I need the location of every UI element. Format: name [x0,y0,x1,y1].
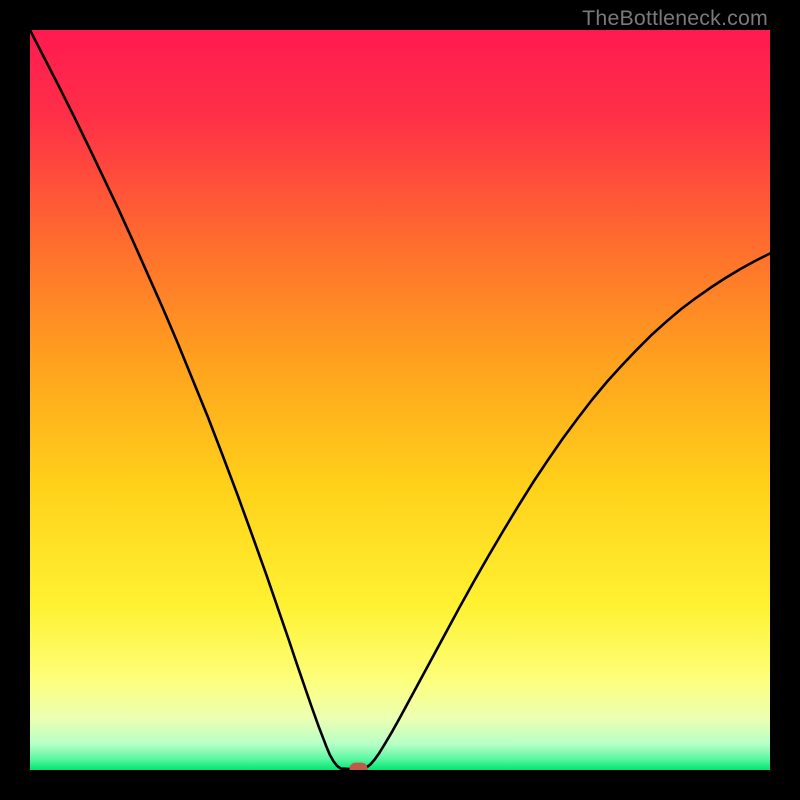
attribution-label: TheBottleneck.com [582,6,768,31]
gradient-background [30,30,770,770]
optimum-marker [350,763,368,770]
chart-frame: TheBottleneck.com [0,0,800,800]
chart-svg [30,30,770,770]
plot-area [30,30,770,770]
